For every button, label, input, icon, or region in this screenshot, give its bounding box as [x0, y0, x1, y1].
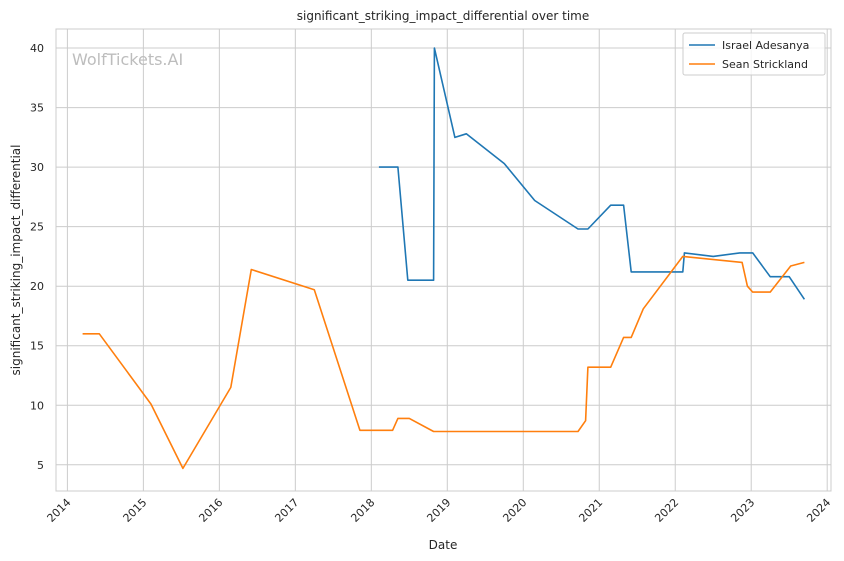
y-tick-label: 40 [30, 42, 44, 55]
y-tick-label: 15 [30, 340, 44, 353]
legend-box [682, 32, 826, 76]
y-axis-label: significant_striking_impact_differential [9, 145, 23, 376]
y-tick-label: 35 [30, 102, 44, 115]
y-tick-label: 30 [30, 161, 44, 174]
chart-title: significant_striking_impact_differential… [297, 9, 589, 23]
legend: Israel Adesanya Sean Strickland [682, 32, 826, 76]
series-lines [82, 47, 806, 470]
y-axis-ticks: 5 10 15 20 25 30 35 40 [30, 42, 44, 472]
y-tick-label: 20 [30, 280, 44, 293]
plot-area-frame [55, 28, 832, 492]
legend-label-israel-adesanya: Israel Adesanya [722, 39, 809, 52]
series-line-sean-strickland [82, 255, 805, 470]
legend-label-sean-strickland: Sean Strickland [722, 58, 808, 71]
y-tick-label: 10 [30, 399, 44, 412]
x-axis-label: Date [429, 538, 458, 552]
watermark: WolfTickets.AI [72, 50, 183, 69]
y-tick-label: 25 [30, 221, 44, 234]
series-line-israel-adesanya [378, 47, 806, 300]
y-tick-label: 5 [37, 459, 44, 472]
